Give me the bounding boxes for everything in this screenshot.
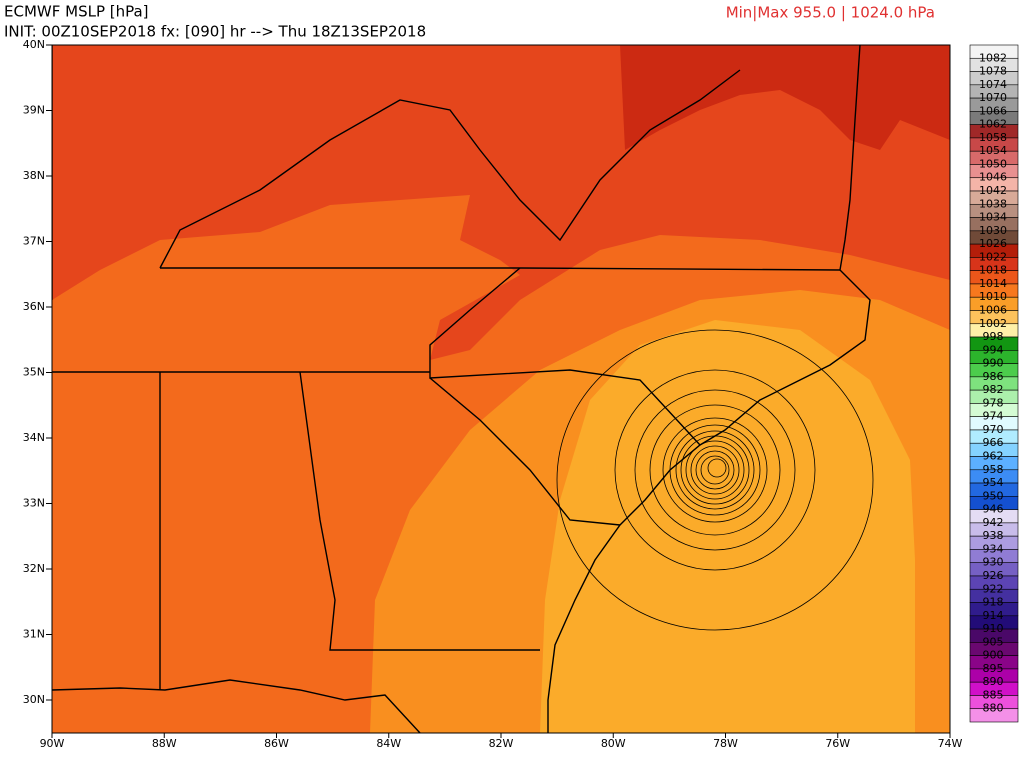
colorbar-label: 970 [983,423,1004,436]
colorbar-label: 990 [983,357,1004,370]
colorbar-label: 930 [983,556,1004,569]
lat-label: 32N [23,562,45,575]
colorbar-label: 1062 [979,118,1007,131]
lon-label: 76W [825,737,850,750]
lon-label: 82W [489,737,514,750]
colorbar-label: 1042 [979,184,1007,197]
lat-label: 37N [23,235,45,248]
colorbar-label: 946 [983,503,1004,516]
colorbar-label: 958 [983,463,1004,476]
min-max: Min|Max 955.0 | 1024.0 hPa [726,4,935,22]
lon-label: 74W [938,737,963,750]
colorbar-label: 950 [983,489,1004,502]
pressure-fill [556,329,874,631]
colorbar-label: 880 [983,702,1004,715]
colorbar-label: 974 [983,410,1004,423]
colorbar-label: 914 [983,609,1004,622]
state-border [299,371,540,651]
pressure-fill [620,45,950,150]
colorbar-label: 890 [983,675,1004,688]
colorbar-label: 1038 [979,197,1007,210]
pressure-fill [700,455,730,485]
colorbar-label: 934 [983,542,1004,555]
colorbar-label: 895 [983,662,1004,675]
colorbar-label: 962 [983,450,1004,463]
lat-label: 38N [23,169,45,182]
pressure-fill [707,458,727,478]
colorbar-label: 1070 [979,91,1007,104]
lat-label: 35N [23,366,45,379]
axes: 40N 39N 38N 37N 36N 35N 34N 33N 32N 31N 30N 90W 88W 8… [23,38,963,750]
colorbar-label: 1058 [979,131,1007,144]
colorbar-label: 1074 [979,78,1007,91]
colorbar-label: 998 [983,330,1004,343]
colorbar-label: 994 [983,343,1004,356]
colorbar-label: 1078 [979,65,1007,78]
colorbar-label: 1014 [979,277,1007,290]
colorbar-label: 1002 [979,317,1007,330]
colorbar-label: 986 [983,370,1004,383]
pressure-fill [540,320,915,733]
lat-label: 31N [23,628,45,641]
pressure-fill [685,440,745,500]
colorbar-label: 1026 [979,237,1007,250]
colorbar-label: 1018 [979,264,1007,277]
colorbar-label: 918 [983,596,1004,609]
pressure-fill [662,417,768,523]
lat-label: 40N [23,38,45,51]
colorbar-label: 910 [983,622,1004,635]
colorbar-label: 1050 [979,157,1007,170]
colorbar-swatch [969,708,1019,723]
colorbar-label: 954 [983,476,1004,489]
colorbar: 1082107810741070106610621058105410501046… [969,44,1019,723]
colorbar-label: 926 [983,569,1004,582]
lat-label: 34N [23,431,45,444]
pressure-fill [675,430,755,510]
lat-label: 33N [23,497,45,510]
pressure-fill [690,445,740,495]
lat-label: 30N [23,693,45,706]
colorbar-label: 942 [983,516,1004,529]
pressure-fill [649,404,781,536]
colorbar-label: 978 [983,396,1004,409]
lon-label: 80W [601,737,626,750]
state-border [159,69,741,269]
lon-label: 90W [40,737,65,750]
coastline [52,679,421,733]
colorbar-label: 905 [983,635,1004,648]
colorbar-label: 1046 [979,171,1007,184]
lon-label: 88W [152,737,177,750]
map-title: ECMWF MSLP [hPa] [4,3,149,21]
colorbar-label: 1022 [979,250,1007,263]
colorbar-label: 938 [983,529,1004,542]
state-border [429,377,621,526]
colorbar-label: 1010 [979,290,1007,303]
lon-label: 84W [376,737,401,750]
lat-label: 39N [23,104,45,117]
colorbar-label: 1034 [979,211,1007,224]
map [52,45,950,733]
colorbar-label: 1082 [979,51,1007,64]
colorbar-label: 885 [983,688,1004,701]
colorbar-label: 900 [983,649,1004,662]
colorbar-label: 1054 [979,144,1007,157]
pressure-fill [614,369,816,571]
colorbar-label: 1006 [979,303,1007,316]
pressure-fill [695,450,735,490]
init-line: INIT: 00Z10SEP2018 fx: [090] hr --> Thu … [4,23,426,41]
colorbar-label: 982 [983,383,1004,396]
colorbar-label: 1030 [979,224,1007,237]
colorbar-label: 922 [983,582,1004,595]
coastline [547,45,871,733]
lat-label: 36N [23,300,45,313]
colorbar-label: 966 [983,436,1004,449]
lon-label: 78W [713,737,738,750]
pressure-fill [634,389,796,551]
lon-label: 86W [264,737,289,750]
colorbar-label: 1066 [979,104,1007,117]
